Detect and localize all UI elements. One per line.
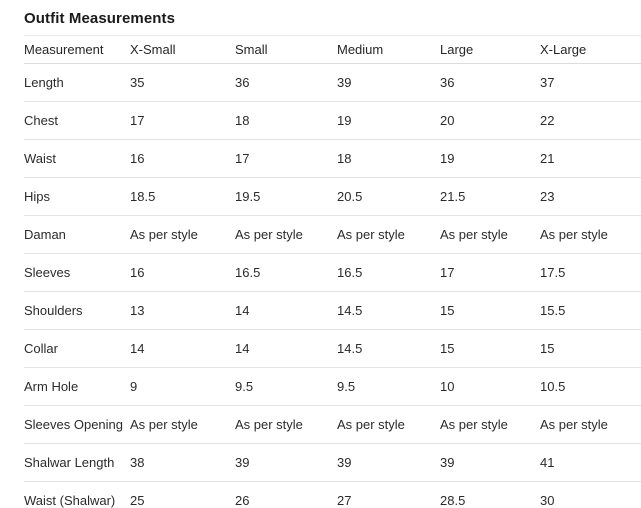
table-cell: 38 (130, 443, 235, 482)
table-body: Length 35 36 39 36 37 Chest 17 18 19 20 22 Waist 16 17… (24, 63, 641, 508)
table-cell: 14 (130, 329, 235, 368)
table-cell: As per style (235, 405, 337, 444)
table-cell: 17 (440, 253, 540, 292)
row-label: Sleeves Opening (24, 405, 130, 444)
table-cell: 21 (540, 139, 641, 178)
table-cell: As per style (440, 215, 540, 254)
table-cell: 14 (235, 291, 337, 330)
row-label: Waist (Shalwar) (24, 493, 116, 508)
table-cell: 20 (440, 101, 540, 140)
row-label: Shoulders (24, 291, 130, 330)
table-row: Waist (Shalwar) 25 26 27 28.5 30 (24, 482, 641, 508)
table-header-row: Measurement X-Small Small Medium Large X-Larg… (24, 35, 641, 64)
table-row: Waist 16 17 18 19 21 (24, 139, 641, 178)
row-label: Waist (24, 139, 130, 178)
table-cell: 19 (337, 101, 440, 140)
table-cell: 9 (130, 367, 235, 406)
table-row: Sleeves 16 16.5 16.5 17 17.5 (24, 253, 641, 292)
table-cell: 23 (540, 177, 641, 216)
table-cell: 18 (235, 101, 337, 140)
table-cell: 28.5 (440, 493, 466, 508)
column-header: Large (440, 35, 540, 64)
table-cell: 15 (440, 329, 540, 368)
table-row: Length 35 36 39 36 37 (24, 63, 641, 102)
table-cell: 25 (130, 493, 145, 508)
table-cell: 14.5 (337, 291, 440, 330)
column-header: X-Small (130, 35, 235, 64)
row-label: Shalwar Length (24, 443, 130, 482)
table-cell: 16 (130, 139, 235, 178)
table-row: Shoulders 13 14 14.5 15 15.5 (24, 291, 641, 330)
table-cell: 26 (235, 493, 250, 508)
table-cell: 14 (235, 329, 337, 368)
page-title: Outfit Measurements (24, 10, 176, 27)
column-header: Small (235, 35, 337, 64)
table-cell: 27 (337, 493, 352, 508)
table-cell: As per style (130, 405, 235, 444)
row-label: Collar (24, 329, 130, 368)
table-cell: 10.5 (540, 367, 641, 406)
column-header: Measurement (24, 35, 130, 64)
table-cell: 10 (440, 367, 540, 406)
table-cell: 16 (130, 253, 235, 292)
column-header: Medium (337, 35, 440, 64)
table-cell: 13 (130, 291, 235, 330)
table-cell: 41 (540, 443, 641, 482)
table-cell: As per style (130, 215, 235, 254)
table-cell: 19 (440, 139, 540, 178)
table-cell: 9.5 (337, 367, 440, 406)
table-row: Hips 18.5 19.5 20.5 21.5 23 (24, 177, 641, 216)
table-row: Collar 14 14 14.5 15 15 (24, 329, 641, 368)
table-row: Daman As per style As per style As per styl… (24, 215, 641, 254)
table-cell: 22 (540, 101, 641, 140)
table-cell: 9.5 (235, 367, 337, 406)
table-cell: 39 (235, 443, 337, 482)
table-cell: 37 (540, 63, 641, 102)
table-cell: 36 (235, 63, 337, 102)
column-header: X-Large (540, 35, 641, 64)
table-cell: 16.5 (337, 253, 440, 292)
table-cell: 14.5 (337, 329, 440, 368)
table-cell: 30 (540, 493, 555, 508)
table-cell: As per style (235, 215, 337, 254)
table-cell: 39 (337, 443, 440, 482)
table-cell: 15 (540, 329, 641, 368)
table-cell: 15.5 (540, 291, 641, 330)
table-cell: 16.5 (235, 253, 337, 292)
table-cell: 39 (440, 443, 540, 482)
measurements-table: Measurement X-Small Small Medium Large X-Larg… (24, 35, 641, 508)
table-cell: As per style (540, 215, 641, 254)
table-cell: As per style (540, 405, 641, 444)
table-cell: 17.5 (540, 253, 641, 292)
table-cell: 35 (130, 63, 235, 102)
table-cell: 36 (440, 63, 540, 102)
table-row: Sleeves Opening As per style As per style A… (24, 405, 641, 444)
table-cell: 18.5 (130, 177, 235, 216)
row-label: Arm Hole (24, 367, 130, 406)
row-label: Hips (24, 177, 130, 216)
table-cell: 21.5 (440, 177, 540, 216)
table-row: Chest 17 18 19 20 22 (24, 101, 641, 140)
table-cell: 17 (130, 101, 235, 140)
table-cell: As per style (337, 405, 440, 444)
row-label: Sleeves (24, 253, 130, 292)
table-cell: 20.5 (337, 177, 440, 216)
row-label: Chest (24, 101, 130, 140)
row-label: Length (24, 63, 130, 102)
table-row: Shalwar Length 38 39 39 39 41 (24, 443, 641, 482)
table-cell: 19.5 (235, 177, 337, 216)
row-label: Daman (24, 215, 130, 254)
table-cell: 39 (337, 63, 440, 102)
table-cell: As per style (440, 405, 540, 444)
table-cell: 17 (235, 139, 337, 178)
table-cell: As per style (337, 215, 440, 254)
table-cell: 18 (337, 139, 440, 178)
table-cell: 15 (440, 291, 540, 330)
table-row: Arm Hole 9 9.5 9.5 10 10.5 (24, 367, 641, 406)
